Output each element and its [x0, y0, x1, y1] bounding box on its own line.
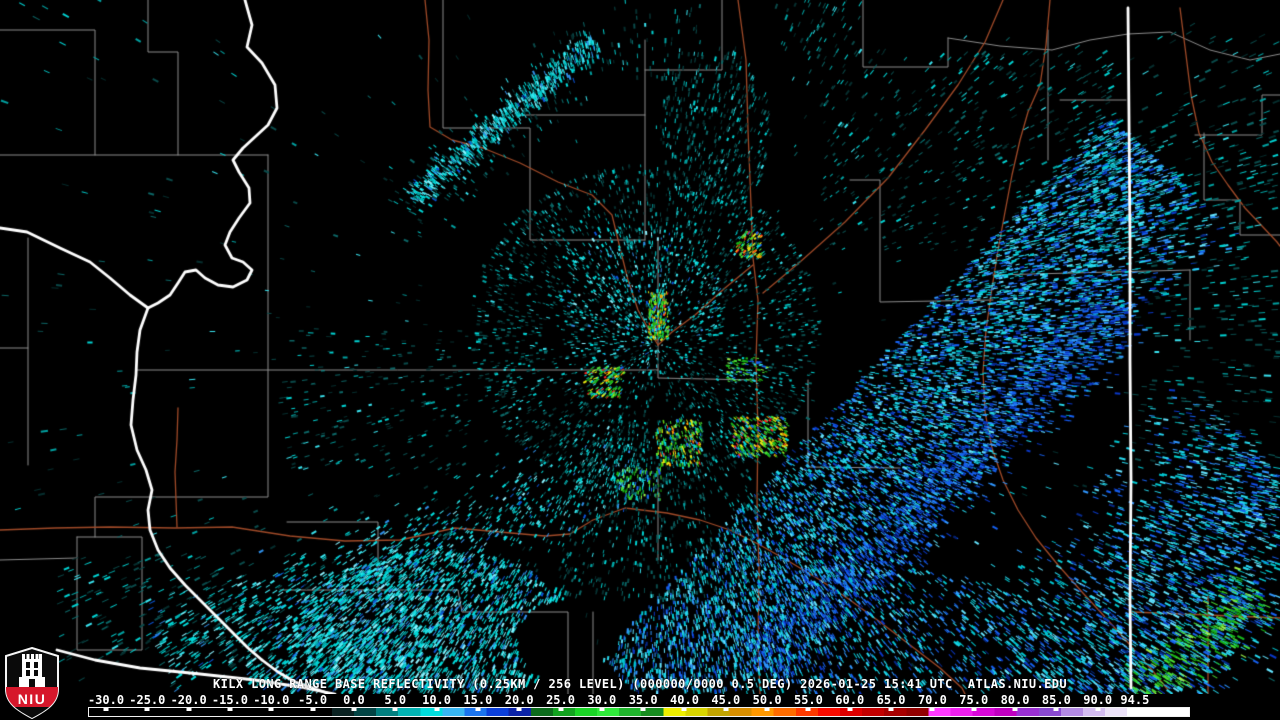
colorbar-label: 65.0	[876, 693, 906, 707]
colorbar-tick	[599, 708, 605, 711]
colorbar-label: 10.0	[422, 693, 451, 707]
colorbar-tick	[888, 708, 894, 711]
colorbar-footer: -30.0 -25.0 -20.0 -15.0 -10.0 -5.0 0.0 5.0 10.0 1…	[0, 694, 1280, 720]
colorbar-tick	[764, 708, 770, 711]
colorbar-label: 40.0	[670, 693, 699, 707]
colorbar-tick	[434, 708, 440, 711]
colorbar-tick	[475, 708, 481, 711]
colorbar-tick	[516, 708, 522, 711]
colorbar-label: 55.0	[793, 693, 823, 707]
colorbar-tick	[186, 708, 192, 711]
colorbar-tick	[103, 708, 109, 711]
colorbar-label: 75.0	[959, 693, 989, 707]
colorbar-label: -15.0	[211, 693, 249, 707]
colorbar-tick	[681, 708, 687, 711]
colorbar-tick	[1132, 708, 1138, 711]
colorbar-label: 45.0	[711, 693, 741, 707]
colorbar-label: -5.0	[298, 693, 328, 707]
colorbar-tick	[847, 708, 853, 711]
colorbar-label: 90.0	[1083, 693, 1113, 707]
colorbar-label: 25.0	[546, 693, 575, 707]
colorbar-tick	[1012, 708, 1018, 711]
colorbar-tick	[1053, 708, 1059, 711]
colorbar-tick	[929, 708, 935, 711]
colorbar-tick	[310, 708, 316, 711]
colorbar-tick	[558, 708, 564, 711]
colorbar-label: -30.0	[87, 693, 125, 707]
colorbar-tick	[723, 708, 729, 711]
colorbar-label: 94.5	[1120, 693, 1150, 707]
colorbar-label: 5.0	[384, 693, 407, 707]
niu-logo: NIU	[5, 647, 59, 719]
colorbar-label: -25.0	[129, 693, 166, 707]
niu-castle-icon	[19, 654, 45, 687]
colorbar-label: 80.0	[1000, 693, 1030, 707]
colorbar-label: 30.0	[587, 693, 617, 707]
niu-logo-text: NIU	[18, 691, 47, 707]
radar-product-caption: KILX LONG RANGE BASE REFLECTIVITY (0.25K…	[213, 677, 1067, 691]
reflectivity-colorbar	[88, 707, 1190, 717]
colorbar-label: 85.0	[1041, 693, 1071, 707]
colorbar-label: 15.0	[463, 693, 493, 707]
colorbar-tick	[351, 708, 357, 711]
colorbar-tick	[640, 708, 646, 711]
colorbar-label: -20.0	[170, 693, 207, 707]
colorbar-tick	[1095, 708, 1101, 711]
colorbar-tick	[268, 708, 274, 711]
colorbar-tick	[392, 708, 398, 711]
niu-shield-red-band	[6, 687, 58, 707]
colorbar-label: 60.0	[835, 693, 865, 707]
colorbar-tick	[971, 708, 977, 711]
colorbar-tick	[805, 708, 811, 711]
colorbar-label: -10.0	[253, 693, 290, 707]
colorbar-tick	[227, 708, 233, 711]
colorbar-tick	[144, 708, 150, 711]
colorbar-label: 20.0	[504, 693, 534, 707]
colorbar-gradient	[89, 708, 1189, 716]
colorbar-label: 35.0	[628, 693, 658, 707]
colorbar-label: 0.0	[343, 693, 365, 707]
colorbar-label: 70.0	[917, 693, 947, 707]
colorbar-label: 50.0	[752, 693, 782, 707]
radar-map-canvas	[0, 0, 1280, 694]
